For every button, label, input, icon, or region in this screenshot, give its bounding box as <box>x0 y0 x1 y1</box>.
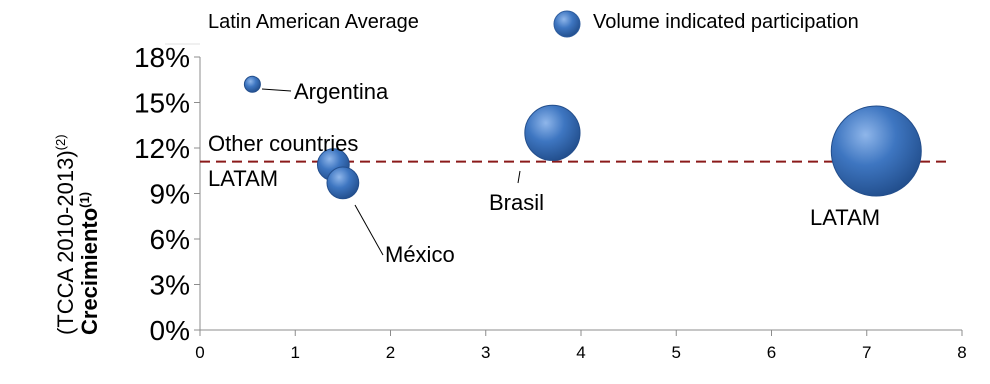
argentina-leader-line <box>261 88 292 92</box>
x-tick-label: 7 <box>862 343 871 362</box>
bubble-latam <box>830 105 922 197</box>
legend-bubble-icon <box>553 10 581 38</box>
brasil-leader-line <box>517 170 521 184</box>
y-tick-label: 12% <box>134 133 190 164</box>
brasil-label: Brasil <box>489 190 544 215</box>
y-tick-label: 9% <box>150 179 190 210</box>
legend-bubble-label: Volume indicated participation <box>593 11 859 33</box>
mexico-label: México <box>385 242 455 267</box>
bubble-argentina <box>243 75 261 93</box>
bubbles <box>243 75 922 200</box>
argentina-label: Argentina <box>294 79 389 104</box>
y-tick-label: 3% <box>150 270 190 301</box>
x-ticks: 0 1 2 3 4 5 6 7 8 <box>195 330 967 362</box>
y-tick-label: 15% <box>134 88 190 119</box>
y-axis-subtitle-text: (TCCA 2010-2013) <box>53 150 78 335</box>
x-tick-label: 1 <box>291 343 300 362</box>
x-tick-label: 4 <box>576 343 585 362</box>
y-axis-title: Crecimiento(1) <box>77 192 102 335</box>
x-tick-label: 3 <box>481 343 490 362</box>
y-axis-title-main: Crecimiento <box>77 208 102 335</box>
latam-label: LATAM <box>810 205 880 230</box>
other-countries-label-line2: LATAM <box>208 166 278 191</box>
y-axis-subtitle-sup: (2) <box>53 134 68 150</box>
bubble-brasil <box>524 104 581 161</box>
y-axis-subtitle: (TCCA 2010-2013)(2) <box>53 134 78 335</box>
bubble-m-xico <box>326 166 360 200</box>
other-countries-label-line1: Other countries <box>208 131 358 156</box>
y-tick-label: 6% <box>150 224 190 255</box>
x-tick-label: 6 <box>767 343 776 362</box>
x-tick-label: 5 <box>672 343 681 362</box>
legend-average-label: Latin American Average <box>208 11 419 33</box>
x-tick-label: 8 <box>957 343 966 362</box>
x-tick-label: 0 <box>195 343 204 362</box>
x-tick-label: 2 <box>386 343 395 362</box>
y-ticks: 0% 3% 6% 9% 12% 15% 18% <box>134 42 200 346</box>
y-tick-label: 0% <box>150 315 190 346</box>
mexico-leader-line <box>354 204 384 256</box>
y-axis-title-main-sup: (1) <box>77 192 92 208</box>
y-tick-label: 18% <box>134 42 190 73</box>
